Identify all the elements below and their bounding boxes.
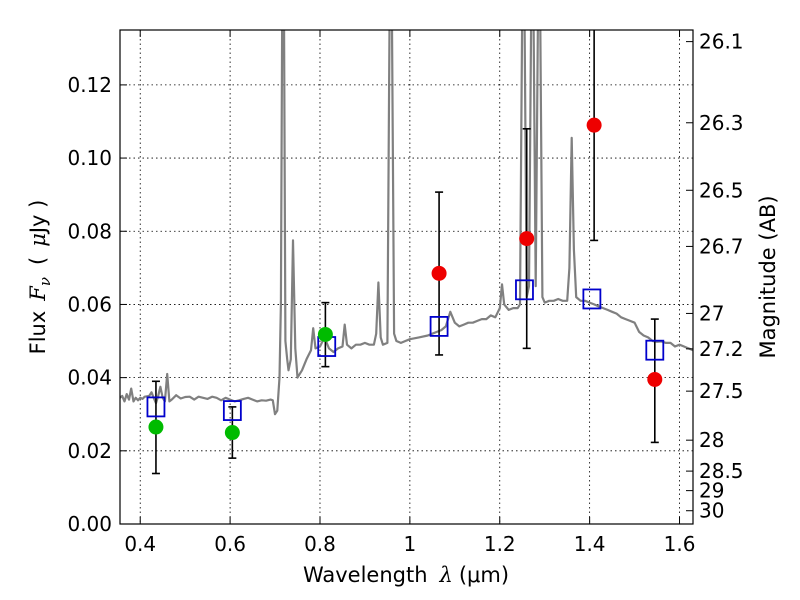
y2-tick-label: 26.3 bbox=[699, 111, 744, 135]
photometry-point bbox=[148, 419, 164, 435]
model-point bbox=[429, 315, 449, 337]
y2-tick-label: 29 bbox=[699, 479, 724, 503]
photometry-point bbox=[519, 231, 535, 247]
y2-tick-label: 27.2 bbox=[699, 337, 744, 361]
plot-frame bbox=[119, 29, 694, 525]
model-point bbox=[515, 279, 534, 301]
y2-tick-label: 28.5 bbox=[699, 459, 744, 483]
y-tick-label: 0.08 bbox=[67, 219, 112, 243]
y-axis-symbol-sub: ν bbox=[36, 277, 54, 286]
plot-background bbox=[120, 30, 693, 524]
photometry-point bbox=[647, 371, 663, 387]
photometry-point bbox=[431, 265, 447, 281]
y-axis-unit-rest: Jy ) bbox=[26, 200, 50, 236]
x-tick-label: 1.2 bbox=[484, 532, 516, 556]
x-axis-unit: (μm) bbox=[459, 563, 509, 587]
x-tick-label: 1.4 bbox=[574, 532, 606, 556]
y2-tick-label: 26.1 bbox=[699, 30, 744, 54]
y-tick-label: 0.04 bbox=[67, 366, 112, 390]
x-tick-label: 0.6 bbox=[214, 532, 246, 556]
y-axis-paren-open: ( bbox=[26, 257, 50, 265]
grid-lines bbox=[120, 30, 693, 525]
y2-axis-title: Magnitude (AB) bbox=[756, 195, 780, 358]
photometry-point bbox=[224, 425, 240, 441]
model-point bbox=[146, 396, 166, 418]
tick-layer: 0.4 0.6 0.8 1 1.2 1.4 1.6 0.00 0.02 0.04 0.06 0.08 0… bbox=[67, 30, 743, 556]
y2-tick-label: 27 bbox=[699, 301, 724, 325]
y2-tick-label: 28 bbox=[699, 428, 724, 452]
model-point bbox=[645, 339, 665, 361]
y-tick-label: 0.02 bbox=[67, 439, 112, 463]
x-tick-label: 1.6 bbox=[664, 532, 696, 556]
y2-tick-label: 30 bbox=[699, 499, 724, 523]
x-tick-label: 0.8 bbox=[304, 532, 336, 556]
photometry-point bbox=[586, 117, 602, 133]
model-point bbox=[582, 288, 602, 310]
y-axis-unit-mu: μ bbox=[26, 233, 50, 247]
spectrum-layer bbox=[120, 30, 693, 416]
model-point bbox=[222, 400, 242, 421]
y-tick-label: 0.10 bbox=[67, 146, 112, 170]
x-tick-label: 1 bbox=[404, 532, 417, 556]
x-axis-label: Wavelength bbox=[303, 563, 428, 587]
y-tick-label: 0.06 bbox=[67, 292, 112, 316]
x-axis-title: Wavelength λ (μm) bbox=[303, 563, 509, 587]
y2-tick-label: 26.5 bbox=[699, 178, 744, 202]
y-axis-label: Flux bbox=[26, 311, 50, 355]
photometry-layer bbox=[148, 117, 663, 441]
y-tick-label: 0.00 bbox=[67, 512, 112, 536]
y2-tick-label: 27.5 bbox=[699, 379, 744, 403]
photometry-point bbox=[317, 326, 333, 342]
x-tick-label: 0.4 bbox=[124, 532, 156, 556]
spectrum-line bbox=[120, 30, 693, 416]
y-tick-label: 0.12 bbox=[67, 73, 112, 97]
y-axis-title: Flux Fν ( μJy ) bbox=[26, 200, 54, 355]
model-layer bbox=[146, 279, 665, 421]
y2-tick-label: 26.7 bbox=[699, 234, 744, 258]
x-axis-symbol: λ bbox=[439, 563, 453, 587]
y-axis-symbol: F bbox=[26, 285, 50, 302]
